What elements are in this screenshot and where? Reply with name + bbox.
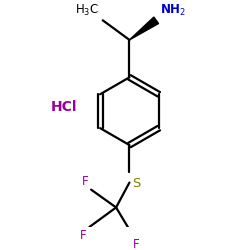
Text: S: S [132, 177, 140, 190]
Text: NH$_2$: NH$_2$ [160, 2, 186, 18]
Text: F: F [133, 238, 140, 250]
Polygon shape [130, 17, 158, 40]
Text: HCl: HCl [51, 100, 78, 114]
Text: F: F [82, 175, 88, 188]
Text: H$_3$C: H$_3$C [75, 2, 99, 18]
Text: F: F [80, 229, 87, 242]
